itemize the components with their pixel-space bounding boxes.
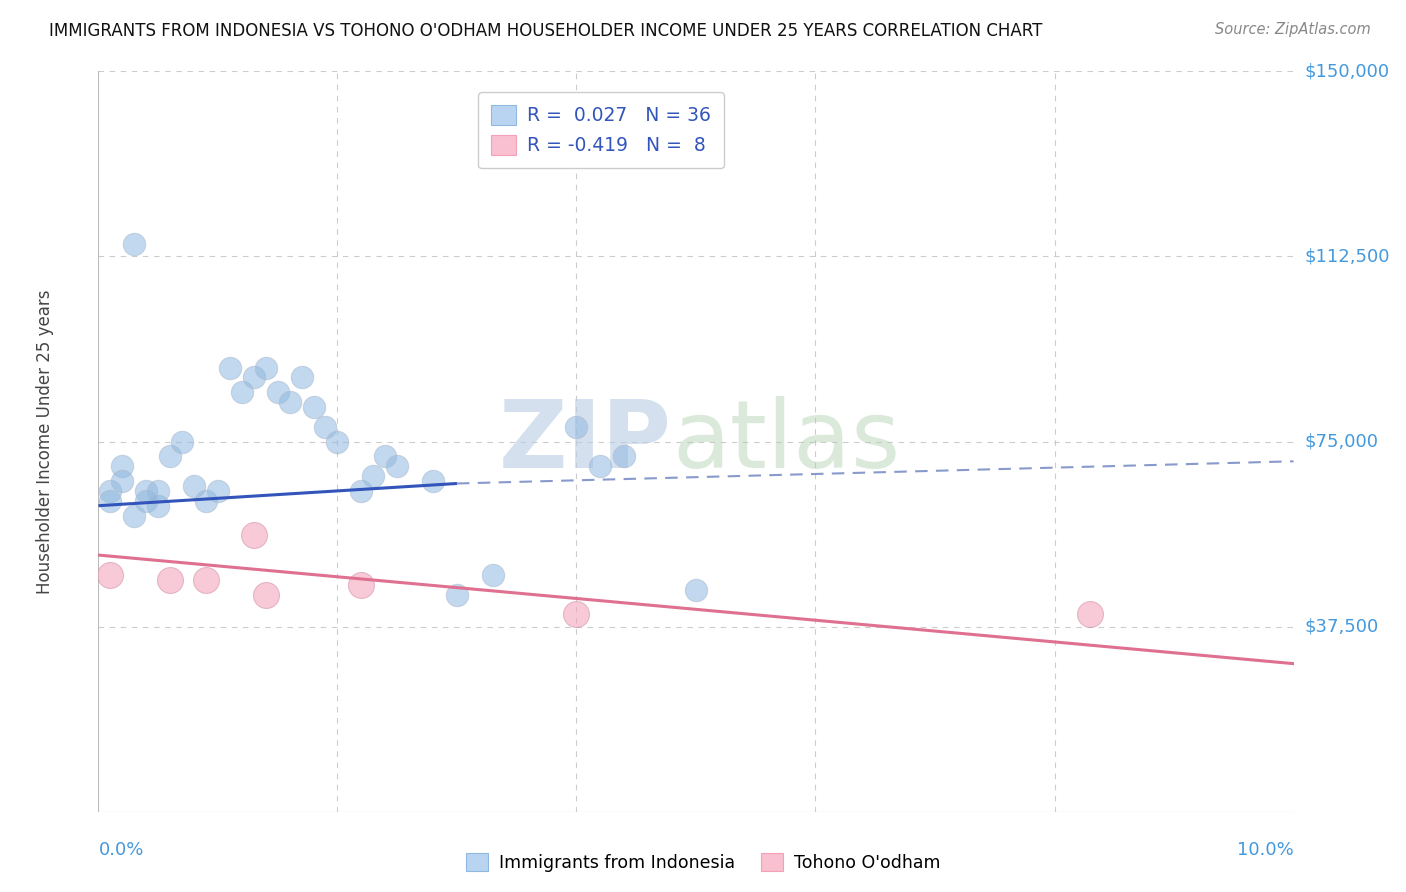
Text: $150,000: $150,000 (1305, 62, 1389, 80)
Point (685, 582, 707, 597)
Text: 0.0%: 0.0% (98, 841, 143, 859)
Point (302, 400, 325, 414)
Text: atlas: atlas (672, 395, 900, 488)
Point (565, 419, 588, 434)
Point (385, 459, 409, 474)
Point (183, 479, 205, 493)
Point (98, 493, 122, 508)
Point (613, 450, 636, 464)
Point (350, 577, 373, 591)
Point (363, 469, 385, 483)
Text: $112,500: $112,500 (1305, 247, 1391, 266)
Text: 10.0%: 10.0% (1237, 841, 1294, 859)
Point (124, 237, 146, 252)
Point (243, 528, 266, 542)
Point (159, 573, 181, 587)
Point (565, 607, 588, 622)
Point (219, 360, 242, 375)
Text: $37,500: $37,500 (1305, 617, 1379, 636)
Point (195, 573, 218, 587)
Point (1080, 607, 1102, 622)
Text: IMMIGRANTS FROM INDONESIA VS TOHONO O'ODHAM HOUSEHOLDER INCOME UNDER 25 YEARS CO: IMMIGRANTS FROM INDONESIA VS TOHONO O'OD… (49, 22, 1043, 40)
Point (98, 567, 122, 582)
Point (231, 385, 253, 400)
Point (254, 360, 277, 375)
Point (422, 474, 444, 488)
Point (195, 493, 218, 508)
Point (243, 370, 266, 384)
Point (374, 450, 396, 464)
Point (135, 493, 157, 508)
Point (446, 588, 468, 602)
Point (254, 588, 277, 602)
Point (148, 499, 170, 513)
Legend: Immigrants from Indonesia, Tohono O'odham: Immigrants from Indonesia, Tohono O'odha… (458, 847, 948, 879)
Point (482, 567, 505, 582)
Point (315, 419, 337, 434)
Point (278, 395, 301, 409)
Point (172, 434, 194, 449)
Text: ZIP: ZIP (499, 395, 672, 488)
Legend: R =  0.027   N = 36, R = -0.419   N =  8: R = 0.027 N = 36, R = -0.419 N = 8 (478, 92, 724, 169)
Point (98, 483, 122, 498)
Point (159, 450, 181, 464)
Point (207, 483, 229, 498)
Point (291, 370, 314, 384)
Text: Householder Income Under 25 years: Householder Income Under 25 years (35, 289, 53, 594)
Point (267, 385, 290, 400)
Point (148, 483, 170, 498)
Point (124, 508, 146, 523)
Point (111, 459, 134, 474)
Point (350, 483, 373, 498)
Point (111, 474, 134, 488)
Text: $75,000: $75,000 (1305, 433, 1379, 450)
Text: Source: ZipAtlas.com: Source: ZipAtlas.com (1215, 22, 1371, 37)
Point (326, 434, 349, 449)
Point (589, 459, 612, 474)
Point (135, 483, 157, 498)
